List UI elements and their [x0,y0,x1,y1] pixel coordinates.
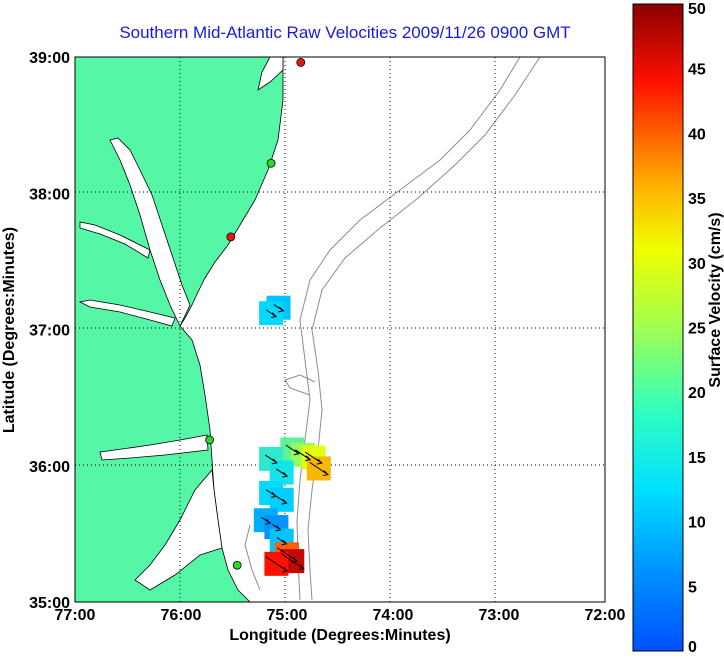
velocity-arrow [275,468,289,478]
colorbar-label: Surface Velocity (cm/s) [707,212,724,387]
x-tick-label: 75:00 [267,607,308,624]
x-tick-label: 72:00 [585,607,626,624]
map-title: Southern Mid-Atlantic Raw Velocities 200… [119,23,570,42]
radar-station-marker [266,158,276,168]
colorbar-tick-label: 30 [688,256,706,273]
velocity-arrow [304,451,323,465]
x-tick-label: 73:00 [479,607,520,624]
y-tick-label: 38:00 [29,186,70,203]
velocity-arrow [265,489,278,498]
hf-radar-stations [205,58,306,570]
velocity-arrow [280,553,305,571]
velocity-arrow [273,304,285,313]
colorbar-tick-label: 25 [688,321,706,338]
radar-station-marker [232,560,242,570]
colorbar-tick-label: 5 [688,579,697,596]
y-tick-label: 37:00 [29,323,70,340]
colorbar-tick-label: 10 [688,515,706,532]
potomac-river [79,221,151,259]
velocity-arrow [295,449,312,462]
y-tick-labels: 39:00 38:00 37:00 36:00 35:00 [29,50,70,612]
chesapeake-bay [109,137,191,327]
pamlico-sound [134,469,223,591]
x-tick-label: 76:00 [161,607,202,624]
plot-frame [74,56,606,603]
x-axis-label: Longitude (Degrees:Minutes) [229,627,450,644]
james-river [78,299,176,327]
map-grid [75,57,605,602]
y-tick-label: 39:00 [29,50,70,67]
delaware-bay [257,57,284,91]
x-tick-labels: 77:00 76:00 75:00 74:00 73:00 72:00 [55,607,626,624]
velocity-arrow [272,523,282,532]
y-tick-label: 36:00 [29,459,70,476]
colorbar-tick-label: 50 [688,1,706,18]
bathymetry-contours [244,57,541,601]
radar-station-marker [205,435,215,445]
velocity-arrows [261,304,329,573]
colorbar [632,3,684,652]
colorbar-tick-label: 15 [688,450,706,467]
velocity-arrow [276,537,288,546]
y-tick-label: 35:00 [29,595,70,612]
colorbar-tick-label: 40 [688,126,706,143]
y-axis-label: Latitude (Degrees:Minutes) [1,227,18,433]
velocity-arrow [285,444,300,456]
albemarle-sound [99,434,209,461]
colorbar-tick-label: 45 [688,62,706,79]
velocity-arrow [265,556,289,573]
colorbar-tick-label: 0 [688,639,697,656]
colorbar-tick-label: 35 [688,191,706,208]
velocity-arrow [261,516,272,525]
x-tick-label: 77:00 [55,607,96,624]
velocity-arrow [309,461,329,477]
colorbar-tick-label: 20 [688,385,706,402]
radar-station-marker [296,58,306,67]
velocity-arrow [265,454,278,465]
radar-station-marker [226,232,236,242]
x-tick-label: 74:00 [373,607,414,624]
velocity-arrow [276,496,288,505]
velocity-arrow [265,309,278,319]
